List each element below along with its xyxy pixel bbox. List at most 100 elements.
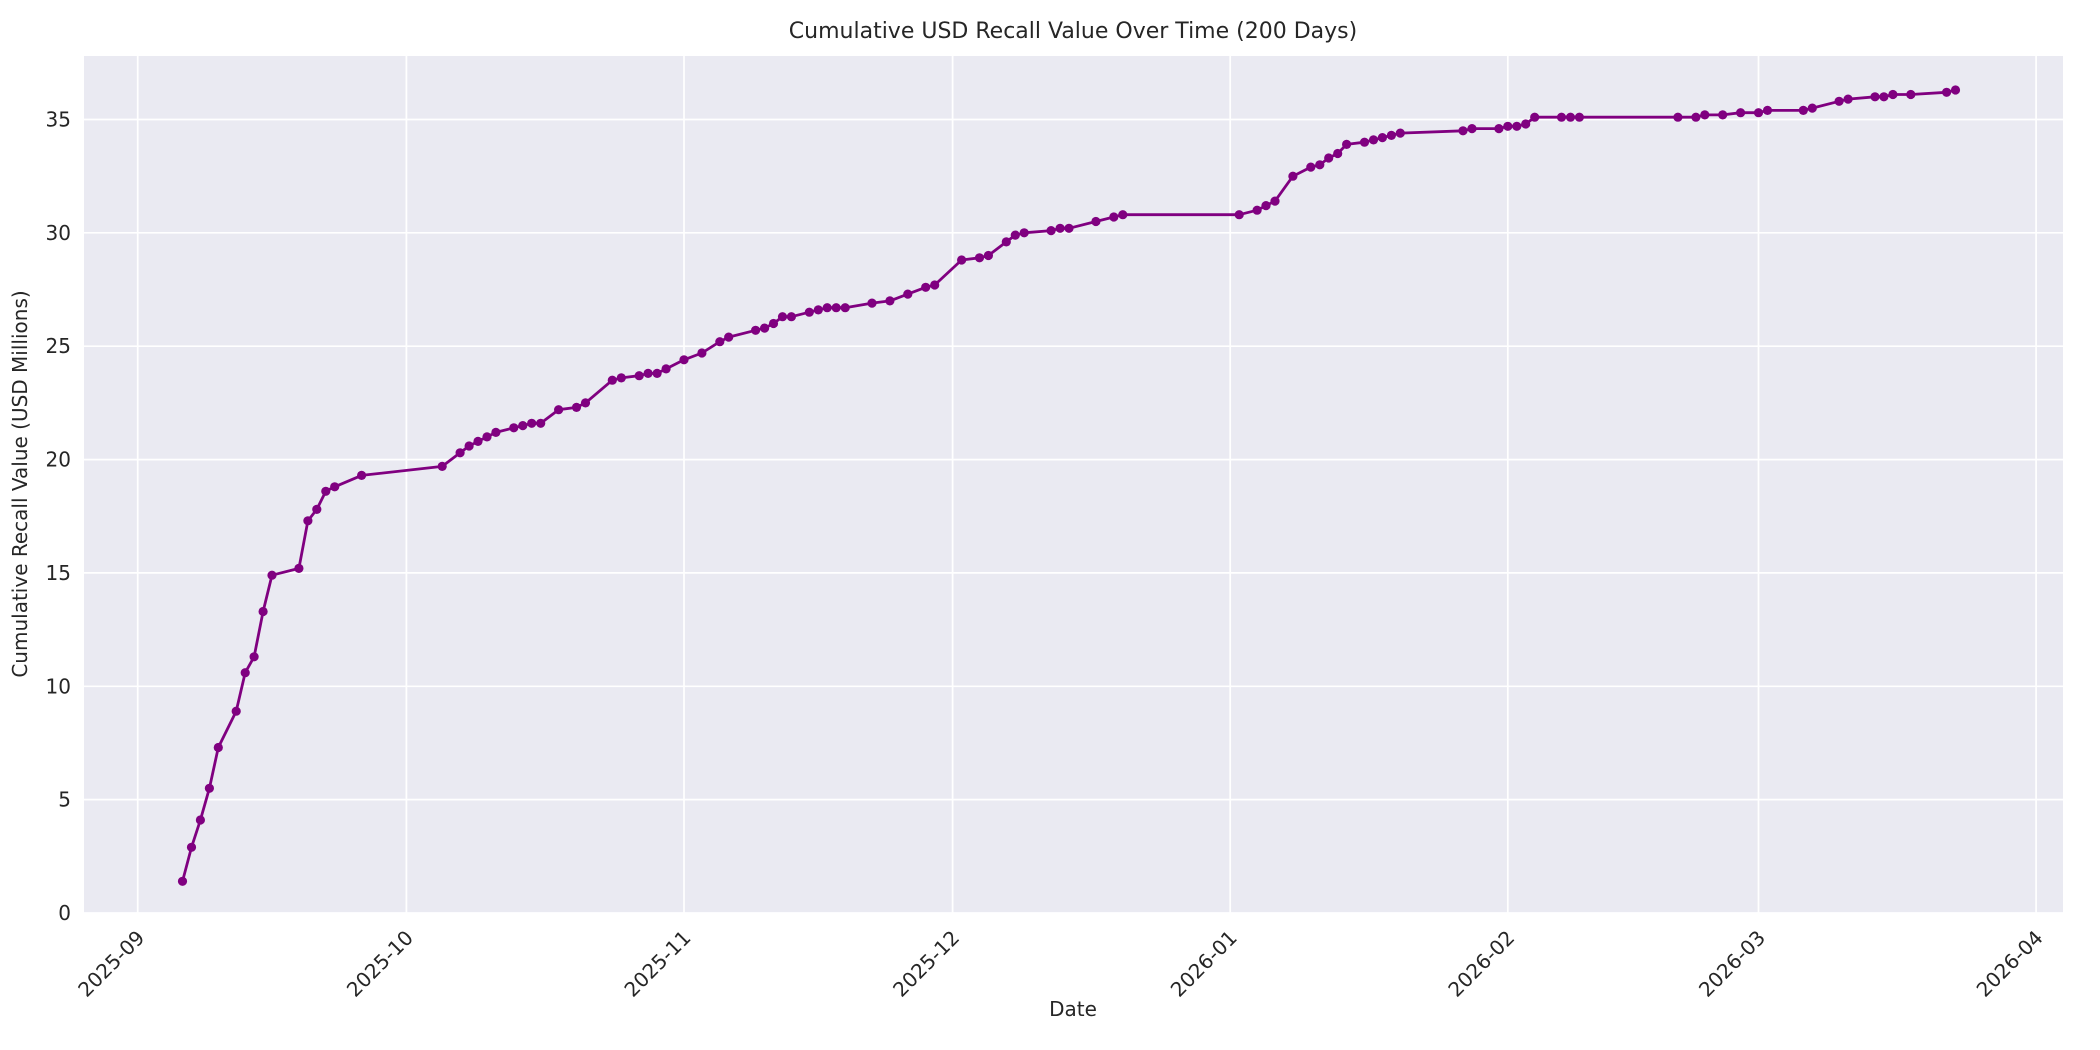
data-point (1556, 112, 1567, 122)
data-point (616, 373, 626, 383)
data-point (1718, 110, 1728, 120)
x-tick-label: 2025-09 (73, 926, 149, 1002)
data-point (1458, 126, 1468, 136)
data-point (974, 253, 985, 263)
data-point (1359, 137, 1370, 147)
data-point (437, 461, 447, 471)
data-point (1906, 89, 1916, 100)
y-tick-label: 35 (46, 107, 71, 131)
data-point (1386, 130, 1396, 140)
data-point (885, 296, 895, 306)
data-point (267, 570, 277, 580)
data-point (768, 318, 779, 329)
data-point (1091, 216, 1101, 227)
data-point (294, 563, 304, 574)
data-point (652, 368, 662, 378)
data-point (831, 303, 841, 313)
data-point (1306, 162, 1316, 172)
chart-title: Cumulative USD Recall Value Over Time (2… (789, 19, 1357, 44)
data-point (482, 432, 492, 442)
data-point (536, 418, 546, 428)
data-point (1368, 135, 1379, 145)
data-point (1879, 92, 1889, 102)
y-tick-label: 15 (46, 561, 71, 585)
data-point (786, 312, 797, 322)
data-point (1315, 160, 1325, 170)
data-point (195, 815, 205, 825)
plot-area (84, 56, 2063, 913)
data-point (813, 305, 823, 315)
data-point (1288, 171, 1298, 181)
data-point (1673, 112, 1683, 122)
chart-plot-layer: 0 5 10 15 20 25 30 35 2025-09 2025-10 2025-11 2025-… (46, 56, 2063, 1002)
data-point (1118, 210, 1128, 220)
data-point (1109, 212, 1119, 222)
data-point (697, 348, 707, 358)
data-point (249, 652, 259, 662)
data-point (518, 421, 528, 431)
data-point (679, 355, 689, 365)
data-point (1503, 121, 1513, 131)
data-point (1574, 112, 1584, 122)
data-point (804, 307, 814, 317)
data-point (509, 423, 519, 433)
data-point (715, 337, 725, 347)
data-point (1834, 96, 1844, 106)
data-point (1843, 94, 1853, 104)
x-tick-label: 2026-04 (1972, 926, 2048, 1002)
x-tick-label: 2025-10 (342, 926, 418, 1002)
data-point (1736, 108, 1746, 118)
x-tick-label: 2025-12 (888, 926, 964, 1002)
data-point (527, 418, 537, 428)
data-point (1753, 108, 1764, 118)
data-point (1512, 121, 1522, 131)
data-point (1377, 133, 1387, 143)
data-point (1395, 128, 1405, 138)
data-point (330, 482, 340, 492)
data-point (1333, 148, 1343, 159)
data-point (464, 441, 474, 451)
y-tick-label: 0 (58, 901, 71, 925)
data-point (455, 448, 465, 458)
data-point (1521, 119, 1531, 129)
x-tick-label: 2025-11 (619, 926, 695, 1002)
data-point (186, 842, 197, 852)
data-point (1565, 112, 1576, 122)
data-point (473, 436, 483, 446)
data-point (903, 289, 913, 299)
y-tick-label: 10 (46, 674, 71, 698)
data-point (321, 486, 331, 496)
data-point (312, 504, 322, 514)
data-point (213, 742, 223, 753)
data-point (1950, 85, 1961, 95)
data-point (580, 398, 591, 408)
data-point (957, 255, 967, 265)
data-point (1261, 201, 1271, 211)
data-point (1010, 230, 1020, 240)
data-point (177, 876, 188, 886)
data-point (240, 668, 250, 678)
data-point (554, 405, 564, 415)
data-point (204, 783, 214, 793)
data-point (1046, 226, 1056, 236)
data-point (1807, 103, 1817, 113)
y-tick-label: 20 (46, 448, 71, 472)
data-point (1888, 89, 1898, 100)
data-point (1001, 237, 1011, 247)
data-point (1234, 210, 1244, 220)
data-point (1798, 105, 1808, 115)
data-point (643, 368, 653, 378)
data-point (634, 371, 644, 381)
data-point (1700, 110, 1710, 120)
data-point (760, 323, 770, 333)
data-point (1270, 196, 1280, 206)
data-point (491, 427, 501, 437)
data-point (1762, 105, 1773, 115)
x-tick-label: 2026-01 (1166, 926, 1242, 1002)
data-point (822, 303, 832, 313)
data-point (1467, 124, 1477, 134)
data-point (1942, 87, 1952, 97)
data-point (1342, 139, 1352, 149)
